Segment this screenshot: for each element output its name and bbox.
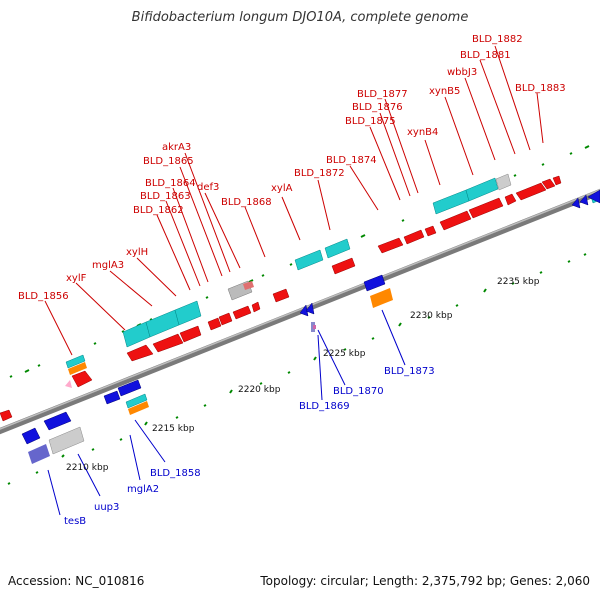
gene-block [218,312,233,326]
rna-block [324,238,351,259]
gene-label: BLD_1873 [384,366,435,377]
gene-block [552,175,562,186]
genome-backbone-highlight [0,189,600,430]
genome-summary: Topology: circular; Length: 2,375,792 bp… [260,574,590,588]
rna-block [122,321,151,348]
bottom-gene-labels: tesB uup3 mglA2 BLD_1858 BLD_1869 BLD_18… [64,366,435,527]
gene-label: xylA [271,183,293,194]
gene-block [305,302,315,315]
rna-block [465,177,499,202]
gene-block [579,194,589,206]
scale-labels: 2210 kbp 2215 kbp 2220 kbp 2225 kbp 2230… [66,277,540,473]
gene-label: BLD_1869 [299,401,350,412]
gene-label: xynB5 [429,86,460,97]
gene-label: BLD_1875 [345,116,396,127]
grey-block [48,426,85,455]
gene-block [152,333,184,353]
scale-label: 2220 kbp [238,385,281,395]
scale-label: 2210 kbp [66,463,109,473]
gene-label: xylF [66,273,87,284]
gene-label: tesB [64,516,86,527]
gene-label: BLD_1874 [326,155,377,166]
gene-label: BLD_1868 [221,197,272,208]
purple-block [28,444,50,464]
gene-label: BLD_1863 [140,191,191,202]
gene-label: def3 [197,182,219,193]
gene-block [103,390,121,405]
gene-label: BLD_1858 [150,468,201,479]
gene-block [0,409,13,422]
rna-block [65,354,86,369]
gene-label: uup3 [94,502,119,513]
rna-block [432,189,470,215]
gene-label: BLD_1870 [333,386,384,397]
gene-label: BLD_1883 [515,83,566,94]
grey-block [495,173,512,191]
misc-features [28,173,512,464]
gene-label: mglA2 [127,484,159,495]
orange-block [370,288,393,308]
inner-tick-track [7,253,587,485]
reverse-genes [21,189,600,445]
gene-label: BLD_1862 [133,205,184,216]
gene-block [126,344,154,362]
gene-block [117,379,142,397]
scale-label: 2230 kbp [410,311,453,321]
forward-genes [0,175,562,422]
gene-block [515,182,547,201]
bottom-leader-lines [47,309,406,516]
gene-block [424,225,437,237]
gene-label: akrA3 [162,142,191,153]
gene-block [251,301,261,313]
gene-label: BLD_1864 [145,178,196,189]
gene-block [331,257,356,275]
gene-label: BLD_1856 [18,291,69,302]
gene-label: BLD_1876 [352,102,403,113]
rna-block [125,393,148,409]
gene-block [571,197,581,209]
gene-block [377,237,404,254]
gene-label: BLD_1877 [357,89,408,100]
gene-block [272,288,290,303]
orange-block [128,401,149,415]
rna-block [174,300,202,326]
genome-backbone [0,188,600,435]
gene-label: wbbJ3 [447,67,477,78]
top-leader-lines [44,45,544,356]
scale-label: 2235 kbp [497,277,540,287]
accession-text: Accession: NC_010816 [8,574,145,588]
gene-label: BLD_1872 [294,168,345,179]
gene-block [71,370,93,388]
gene-block [439,210,472,231]
gene-block [179,325,202,343]
gene-block [232,305,252,320]
gene-label: BLD_1881 [460,50,511,61]
pink-block [243,281,254,290]
gene-label: BLD_1865 [143,156,194,167]
gene-block [468,197,504,219]
orange-block [68,362,87,375]
gene-block [21,427,41,445]
gene-block [43,411,72,431]
rna-block [145,309,180,338]
gene-block [587,189,600,204]
gene-label: BLD_1882 [472,34,523,45]
gene-block [363,274,386,292]
scale-label: 2225 kbp [323,349,366,359]
gene-label: mglA3 [92,260,124,271]
pink-marker [65,380,72,388]
gene-label: xylH [126,247,148,258]
gene-label: xynB4 [407,127,438,138]
top-gene-labels: BLD_1856 xylF mglA3 xylH BLD_1862 BLD_18… [18,34,566,302]
small-misc [311,322,316,332]
rna-block [294,249,324,271]
gene-block [541,178,556,190]
gene-block [207,317,222,331]
gene-block [403,229,425,245]
scale-label: 2215 kbp [152,424,195,434]
gene-block [504,193,517,206]
genome-title: Bifidobacterium longum DJO10A, complete … [131,10,469,25]
